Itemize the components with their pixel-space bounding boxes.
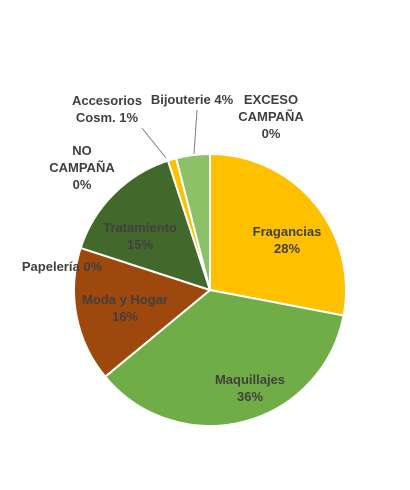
label-maquillajes: Maquillajes 36% (215, 372, 285, 404)
slice-maquillajes (103, 288, 345, 427)
slice-labels: Fragancias 28% Maquillajes 36% Moda y Hogar 1… (22, 92, 321, 404)
label-accesorios-cosm: Accesorios Cosm. 1% (72, 93, 142, 125)
label-moda-y-hogar: Moda y Hogar 16% (82, 292, 168, 324)
slice-bijouterie (174, 152, 211, 291)
label-no-campana: NO CAMPAÑA 0% (49, 143, 115, 192)
label-papeleria: Papelería 0% (22, 259, 103, 274)
slice-fragancias (209, 152, 347, 317)
label-exceso-campana: EXCESO CAMPAÑA 0% (238, 92, 304, 141)
pie-slices (73, 152, 347, 427)
label-fragancias: Fragancias 28% (253, 224, 322, 256)
leader-lines (141, 109, 198, 159)
label-tratamiento: Tratamiento 15% (103, 220, 177, 252)
leader-bijouterie (193, 109, 198, 155)
slice-moda-y-hogar (73, 246, 213, 379)
label-bijouterie: Bijouterie 4% (151, 92, 234, 107)
leader-accesorios-cosm (141, 127, 167, 159)
